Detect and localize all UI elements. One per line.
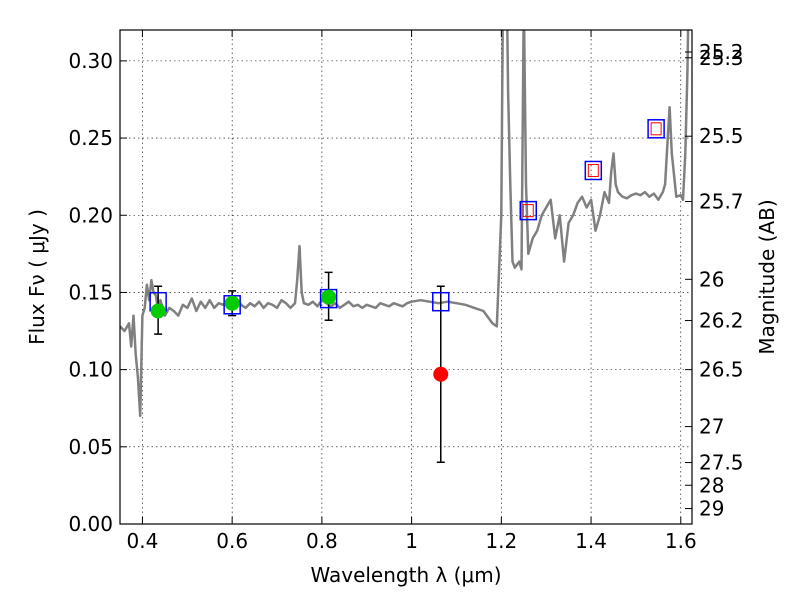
x-tick-label: 1.4	[575, 529, 607, 553]
mag-tick-label: 25.3	[699, 46, 744, 70]
photometry-box	[584, 160, 603, 181]
mag-tick-label: 27	[699, 415, 724, 439]
x-tick-label: 0.4	[127, 529, 159, 553]
inner-box	[522, 204, 534, 218]
x-axis-label: Wavelength λ (μm)	[310, 563, 501, 587]
grid	[120, 30, 692, 524]
detection-point	[224, 295, 240, 311]
plot-series	[120, 30, 690, 463]
plot-frame	[119, 29, 693, 525]
mag-tick-label: 25.7	[699, 190, 744, 214]
x-tick-label: 1.6	[665, 529, 697, 553]
x-tick-label: 0.8	[306, 529, 338, 553]
mag-tick-label: 26	[699, 267, 724, 291]
right-axis-label: Magnitude (AB)	[755, 199, 779, 354]
mag-tick-label: 28	[699, 473, 724, 497]
x-tick-label: 1	[405, 529, 418, 553]
y-tick-label: 0.00	[68, 512, 113, 536]
model-spectrum-line	[120, 30, 690, 418]
x-tick-label: 1.2	[485, 529, 517, 553]
mag-tick-label: 26.2	[699, 309, 744, 333]
mag-tick-label: 25.2	[699, 40, 744, 64]
photometry-box	[519, 200, 538, 221]
y-tick-label: 0.10	[68, 358, 113, 382]
mag-tick-label: 27.5	[699, 451, 744, 475]
y-tick-label: 0.20	[68, 203, 113, 227]
y-tick-label: 0.25	[68, 126, 113, 150]
mag-tick-label: 25.5	[699, 124, 744, 148]
axis-ticks: 0.4 0.6 0.8 1 1.2 1.4 1.6 0.00 0.05 0.10 0.15 0.20 0…	[68, 30, 744, 553]
inner-box	[587, 163, 599, 177]
low-detection-point	[433, 366, 449, 382]
y-tick-label: 0.15	[68, 280, 113, 304]
mag-tick-label: 29	[699, 497, 724, 521]
mag-tick-label: 26.5	[699, 358, 744, 382]
y-tick-label: 0.30	[68, 49, 113, 73]
photometry-box	[432, 291, 450, 312]
y-axis-label: Flux Fν ( μJy )	[25, 209, 49, 345]
photometry-box	[647, 119, 665, 139]
detection-point	[321, 289, 337, 305]
x-tick-label: 0.6	[216, 529, 248, 553]
y-tick-label: 0.05	[68, 435, 113, 459]
inner-box	[650, 122, 662, 136]
detection-point	[150, 303, 166, 319]
